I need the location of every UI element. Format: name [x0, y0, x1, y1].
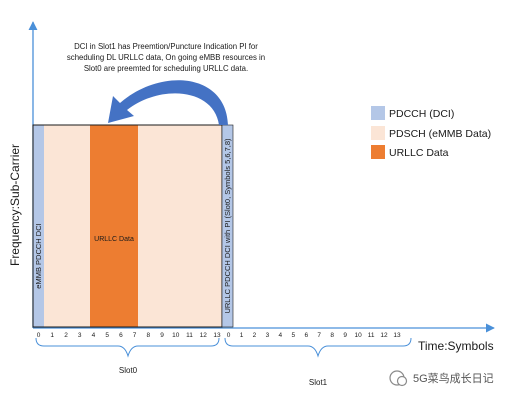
- slot0-name: Slot0: [119, 366, 138, 375]
- slot0-symbol-tick: 3: [78, 332, 82, 339]
- slot0-symbol-ticks: 0 1 2 3 4 5 6 7 8 9 10 11 12 13: [37, 332, 221, 339]
- slot0-symbol-tick: 7: [133, 332, 137, 339]
- slot1-symbol-tick: 5: [291, 332, 295, 339]
- legend-swatch-pdcch: [371, 106, 385, 120]
- watermark-text: 5G菜鸟成长日记: [413, 371, 494, 385]
- x-axis-label: Time:Symbols: [418, 339, 494, 353]
- slot1-symbol-tick: 11: [368, 332, 375, 339]
- slot1-brace: [224, 337, 412, 358]
- y-axis-label: Frequency:Sub-Carrier: [8, 144, 22, 266]
- legend-label-urllc: URLLC Data: [389, 147, 449, 159]
- slot0-pdcch-label: eMMB PDCCH DCI: [34, 223, 43, 288]
- slot0-symbol-tick: 2: [64, 332, 68, 339]
- slot1-symbol-tick: 12: [380, 332, 388, 339]
- callout-line-2: scheduling DL URLLC data, On going eMBB …: [67, 53, 265, 62]
- slot1-symbol-tick: 9: [343, 332, 347, 339]
- legend-label-pdcch: PDCCH (DCI): [389, 108, 454, 120]
- slot0-symbol-tick: 0: [37, 332, 41, 339]
- slot1-symbol-ticks: 0 1 2 3 4 5 6 7 8 9 10 11 12 13: [227, 332, 401, 339]
- slot0-symbol-tick: 13: [213, 332, 221, 339]
- slot0-symbol-tick: 4: [92, 332, 96, 339]
- slot0-symbol-tick: 1: [50, 332, 54, 339]
- slot1-symbol-tick: 1: [240, 332, 244, 339]
- slot0-pdcch-region: [33, 125, 44, 327]
- slot0-urllc-region: [90, 125, 138, 327]
- slot1-symbol-tick: 13: [393, 332, 401, 339]
- slot1-pdcch-label: URLLC PDCCH DCI with PI (Slot0, Symbols …: [223, 138, 232, 314]
- slot0-symbol-tick: 11: [186, 332, 193, 339]
- slot0-symbol-tick: 5: [105, 332, 109, 339]
- slot1-symbol-tick: 4: [278, 332, 282, 339]
- slot1-symbol-tick: 3: [266, 332, 270, 339]
- legend-label-pdsch: PDSCH (eMMB Data): [389, 128, 491, 140]
- wechat-icon-inner: [396, 375, 408, 387]
- watermark: 5G菜鸟成长日记: [389, 370, 494, 387]
- slot0-symbol-tick: 9: [160, 332, 164, 339]
- slot1-symbol-tick: 7: [317, 332, 321, 339]
- slot0-symbol-tick: 12: [200, 332, 208, 339]
- legend-swatch-pdsch: [371, 126, 385, 140]
- slot0-urllc-label: URLLC Data: [94, 236, 134, 243]
- slot1-symbol-tick: 8: [330, 332, 334, 339]
- callout-line-1: DCI in Slot1 has Preemtion/Puncture Indi…: [74, 42, 258, 51]
- slot0-brace: [35, 337, 220, 358]
- slot0-symbol-tick: 8: [146, 332, 150, 339]
- slot0-symbol-tick: 10: [172, 332, 180, 339]
- slot1-symbol-tick: 6: [304, 332, 308, 339]
- slot1-symbol-tick: 10: [354, 332, 362, 339]
- slot1-name: Slot1: [309, 378, 328, 387]
- slot1-symbol-tick: 0: [227, 332, 231, 339]
- legend-swatch-urllc: [371, 145, 385, 159]
- preemption-curved-arrow: [108, 80, 228, 125]
- slot1-symbol-tick: 2: [253, 332, 257, 339]
- slot0-symbol-tick: 6: [119, 332, 123, 339]
- callout-line-3: Slot0 are preemted for scheduling URLLC …: [84, 64, 248, 73]
